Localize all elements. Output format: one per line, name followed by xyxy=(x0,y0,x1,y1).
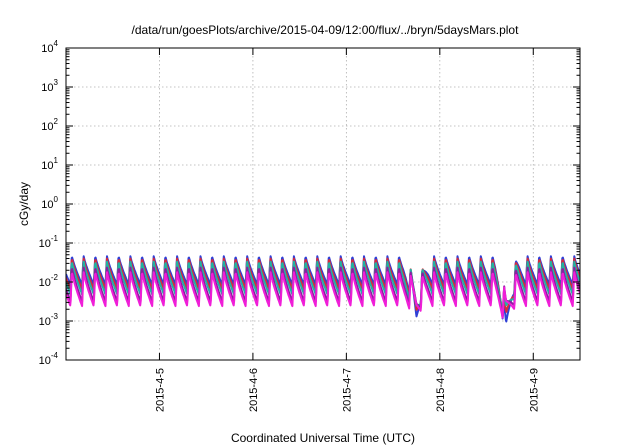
y-tick-exponent: -3 xyxy=(51,312,59,321)
chart-title: /data/run/goesPlots/archive/2015-04-09/1… xyxy=(132,23,520,37)
x-tick-labels: 2015-4-5 2015-4-6 2015-4-7 2015-4-8 2015-4-9 xyxy=(154,368,540,412)
y-tick-base: 10 xyxy=(41,160,53,172)
y-tick-base: 10 xyxy=(39,316,51,328)
y-tick-exponent: -2 xyxy=(51,273,59,282)
y-tick-label: 101 xyxy=(41,156,58,172)
axis-ticks xyxy=(66,47,580,361)
y-tick-base: 10 xyxy=(41,199,53,211)
y-tick-base: 10 xyxy=(41,43,53,55)
x-tick-label: 2015-4-8 xyxy=(435,368,447,412)
x-tick-label: 2015-4-7 xyxy=(341,368,353,412)
y-tick-exponent: 3 xyxy=(54,78,59,87)
series-lines xyxy=(66,255,580,323)
y-tick-label: 10-3 xyxy=(39,312,59,328)
y-tick-label: 10-4 xyxy=(39,351,59,367)
y-tick-label: 104 xyxy=(41,39,58,55)
y-tick-base: 10 xyxy=(41,121,53,133)
y-tick-exponent: 1 xyxy=(54,156,59,165)
series-line xyxy=(66,271,580,319)
x-tick-label: 2015-4-5 xyxy=(154,368,166,412)
y-tick-base: 10 xyxy=(39,238,51,250)
y-tick-base: 10 xyxy=(41,82,53,94)
x-tick-label: 2015-4-6 xyxy=(248,368,260,412)
y-tick-exponent: 2 xyxy=(54,117,59,126)
y-tick-label: 103 xyxy=(41,78,58,94)
y-tick-base: 10 xyxy=(39,277,51,289)
y-axis-label: cGy/day xyxy=(17,182,31,226)
y-tick-exponent: 0 xyxy=(54,195,59,204)
y-tick-label: 100 xyxy=(41,195,58,211)
y-tick-label: 10-2 xyxy=(39,273,59,289)
y-tick-label: 102 xyxy=(41,117,58,133)
y-tick-base: 10 xyxy=(39,355,51,367)
x-axis-label: Coordinated Universal Time (UTC) xyxy=(231,431,415,445)
y-tick-exponent: -1 xyxy=(51,234,59,243)
x-tick-label: 2015-4-9 xyxy=(528,368,540,412)
y-tick-exponent: 4 xyxy=(54,39,59,48)
y-tick-label: 10-1 xyxy=(39,234,59,250)
y-tick-exponent: -4 xyxy=(51,351,59,360)
